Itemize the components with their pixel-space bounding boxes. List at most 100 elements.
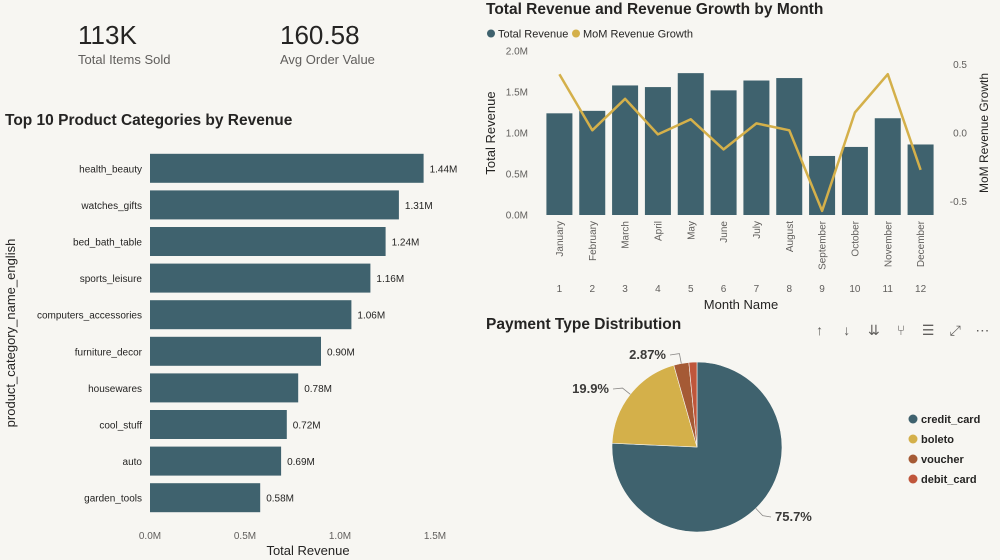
pie-leader-line <box>612 387 631 395</box>
legend-marker-total-revenue <box>487 29 495 38</box>
category-value-label: 1.16M <box>376 274 404 285</box>
legend-marker <box>908 414 918 424</box>
month-number-tick-label: 8 <box>786 284 792 295</box>
y2-axis-title: MoM Revenue Growth <box>977 73 991 193</box>
pie-leader-line <box>669 353 682 364</box>
category-bar <box>150 190 399 220</box>
legend-marker <box>908 454 918 464</box>
category-value-label: 1.24M <box>392 238 420 249</box>
category-value-label: 1.31M <box>405 201 433 212</box>
month-revenue-bar <box>874 118 901 215</box>
kpi-label: Avg Order Value <box>280 52 375 67</box>
kpi-avg-order-value: 160.58 Avg Order Value <box>280 20 375 67</box>
category-bar <box>150 263 371 293</box>
month-name-tick-label: July <box>752 221 763 239</box>
sort-descending-icon[interactable]: ↓ <box>843 322 851 338</box>
payment-chart-title: Payment Type Distribution <box>486 316 682 333</box>
category-value-label: 0.72M <box>293 421 321 432</box>
legend-marker <box>908 474 918 484</box>
category-tick-label: bed_bath_table <box>73 238 142 249</box>
category-tick-label: housewares <box>88 384 142 395</box>
category-tick-label: computers_accessories <box>37 311 142 322</box>
pie-slice-debit-card <box>688 361 698 448</box>
sort-ascending-icon[interactable]: ↑ <box>816 322 824 338</box>
expand-all-icon[interactable]: ⇊ <box>867 321 880 338</box>
month-revenue-bar <box>579 110 606 215</box>
category-value-label: 0.90M <box>327 347 355 358</box>
y-tick-label: 1.0M <box>506 129 528 140</box>
category-tick-label: furniture_decor <box>75 347 143 358</box>
y-tick-label: 2.0M <box>506 47 528 58</box>
month-name-tick-label: May <box>686 221 697 240</box>
pie-slice-boleto <box>611 364 698 448</box>
month-name-tick-label: November <box>883 220 894 267</box>
y2-tick-label: 0.0 <box>953 129 967 140</box>
month-number-tick-label: 12 <box>915 284 927 295</box>
legend-label: credit_card <box>921 414 980 426</box>
kpi-value: 160.58 <box>280 20 360 50</box>
category-tick-label: watches_gifts <box>80 201 142 212</box>
legend-marker-mom-growth <box>572 29 580 38</box>
category-bar <box>150 300 352 330</box>
month-revenue-bar <box>644 87 671 215</box>
month-revenue-bar <box>710 90 737 215</box>
category-value-label: 1.44M <box>430 164 458 175</box>
category-bar <box>150 227 386 256</box>
month-number-tick-label: 1 <box>557 284 563 295</box>
y-axis-title: product_category_name_english <box>3 239 18 428</box>
x-tick-label: 0.0M <box>139 531 161 542</box>
category-value-label: 0.78M <box>304 384 332 395</box>
x-tick-label: 1.5M <box>424 531 446 542</box>
x-tick-label: 1.0M <box>329 531 351 542</box>
month-revenue-bar <box>546 113 573 215</box>
focus-mode-icon[interactable]: ⤢ <box>949 321 961 338</box>
month-name-tick-label: September <box>818 220 829 270</box>
month-revenue-bar <box>743 80 770 216</box>
more-options-icon[interactable]: ⋯ <box>975 321 990 338</box>
month-number-tick-label: 6 <box>721 284 727 295</box>
month-name-tick-label: June <box>719 221 730 243</box>
kpi-label: Total Items Sold <box>78 52 171 67</box>
monthly-chart-title: Total Revenue and Revenue Growth by Mont… <box>486 1 824 18</box>
category-value-label: 1.06M <box>357 311 385 322</box>
mom-growth-line <box>558 72 922 213</box>
month-number-tick-label: 10 <box>849 284 861 295</box>
y-axis-title: Total Revenue <box>483 91 498 174</box>
kpi-value: 113K <box>78 20 137 50</box>
x-axis-title: Month Name <box>704 297 778 312</box>
y-tick-label: 0.5M <box>506 170 528 181</box>
month-name-tick-label: April <box>653 221 664 241</box>
drill-down-icon[interactable]: ⑂ <box>896 322 906 338</box>
pie-data-label: 19.9% <box>572 381 609 396</box>
kpi-total-items-sold: 113K Total Items Sold <box>78 20 171 67</box>
categories-chart-title: Top 10 Product Categories by Revenue <box>5 112 293 129</box>
y2-tick-label: 0.5 <box>953 60 967 71</box>
month-revenue-bar <box>677 73 704 215</box>
category-bar <box>150 446 282 476</box>
month-name-tick-label: October <box>850 220 861 256</box>
y-tick-label: 1.5M <box>506 88 528 99</box>
month-number-tick-label: 2 <box>589 284 595 295</box>
pie-leader-line <box>755 508 772 518</box>
month-number-tick-label: 4 <box>655 284 661 295</box>
x-axis-title: Total Revenue <box>266 543 349 558</box>
category-tick-label: sports_leisure <box>80 274 143 285</box>
category-value-label: 0.69M <box>287 457 315 468</box>
month-number-tick-label: 9 <box>819 284 825 295</box>
category-bar <box>150 336 321 366</box>
y2-tick-label: -0.5 <box>950 197 968 208</box>
month-revenue-bar <box>907 144 934 215</box>
category-value-label: 0.58M <box>266 494 294 505</box>
month-number-tick-label: 11 <box>883 284 894 295</box>
filter-icon[interactable]: ☰ <box>921 321 935 338</box>
visual-header-toolbar: ↑ ↓ ⇊ ⑂ ☰ ⤢ ⋯ <box>806 318 996 342</box>
month-number-tick-label: 3 <box>622 284 628 295</box>
month-number-tick-label: 7 <box>754 284 760 295</box>
category-tick-label: garden_tools <box>84 494 142 505</box>
category-tick-label: auto <box>123 457 143 468</box>
legend-marker <box>908 434 918 444</box>
month-revenue-bar <box>776 78 803 215</box>
category-bar <box>150 410 287 439</box>
month-name-tick-label: February <box>588 221 599 261</box>
pie-data-label: 2.87% <box>629 347 666 362</box>
